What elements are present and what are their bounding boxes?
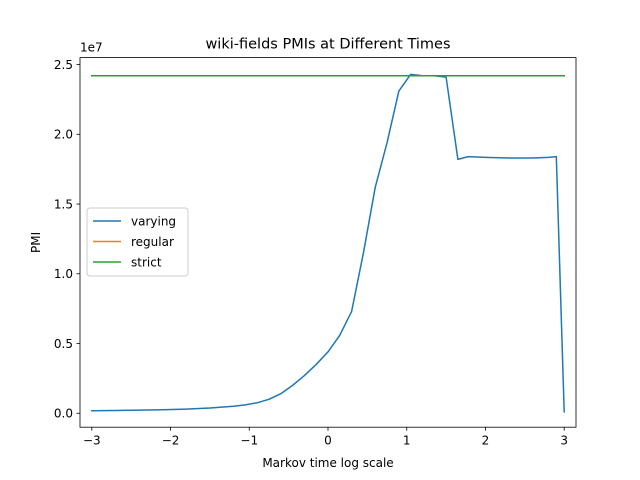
y-axis-label: PMI <box>29 232 43 253</box>
legend-label-varying: varying <box>131 214 176 228</box>
x-tick-label: 2 <box>482 434 490 448</box>
x-tick-label: 3 <box>560 434 568 448</box>
y-tick-label: 2.0 <box>54 128 73 142</box>
legend-label-regular: regular <box>131 235 174 249</box>
y-tick-label: 1.5 <box>54 197 73 211</box>
legend-box <box>86 207 189 277</box>
y-axis-ticks: 0.0 0.5 1.0 1.5 2.0 2.5 <box>54 58 80 421</box>
x-tick-label: −2 <box>162 434 180 448</box>
series-layer <box>91 73 565 413</box>
x-tick-label: 0 <box>324 434 332 448</box>
y-tick-label: 0.5 <box>54 337 73 351</box>
legend: varying regular strict <box>86 207 189 277</box>
x-tick-label: 1 <box>403 434 411 448</box>
y-offset-label: 1e7 <box>80 41 103 55</box>
x-axis-ticks: −3 −2 −1 0 1 2 3 <box>83 427 568 448</box>
y-tick-label: 2.5 <box>54 58 73 72</box>
x-axis-label: Markov time log scale <box>262 456 393 470</box>
y-tick-label: 0.0 <box>54 407 73 421</box>
y-tick-label: 1.0 <box>54 267 73 281</box>
legend-entries: varying regular strict <box>93 214 176 269</box>
x-tick-label: −1 <box>240 434 258 448</box>
chart-title: wiki-fields PMIs at Different Times <box>205 37 450 53</box>
series-line-varying <box>91 73 565 413</box>
x-tick-label: −3 <box>83 434 101 448</box>
legend-label-strict: strict <box>131 255 162 269</box>
